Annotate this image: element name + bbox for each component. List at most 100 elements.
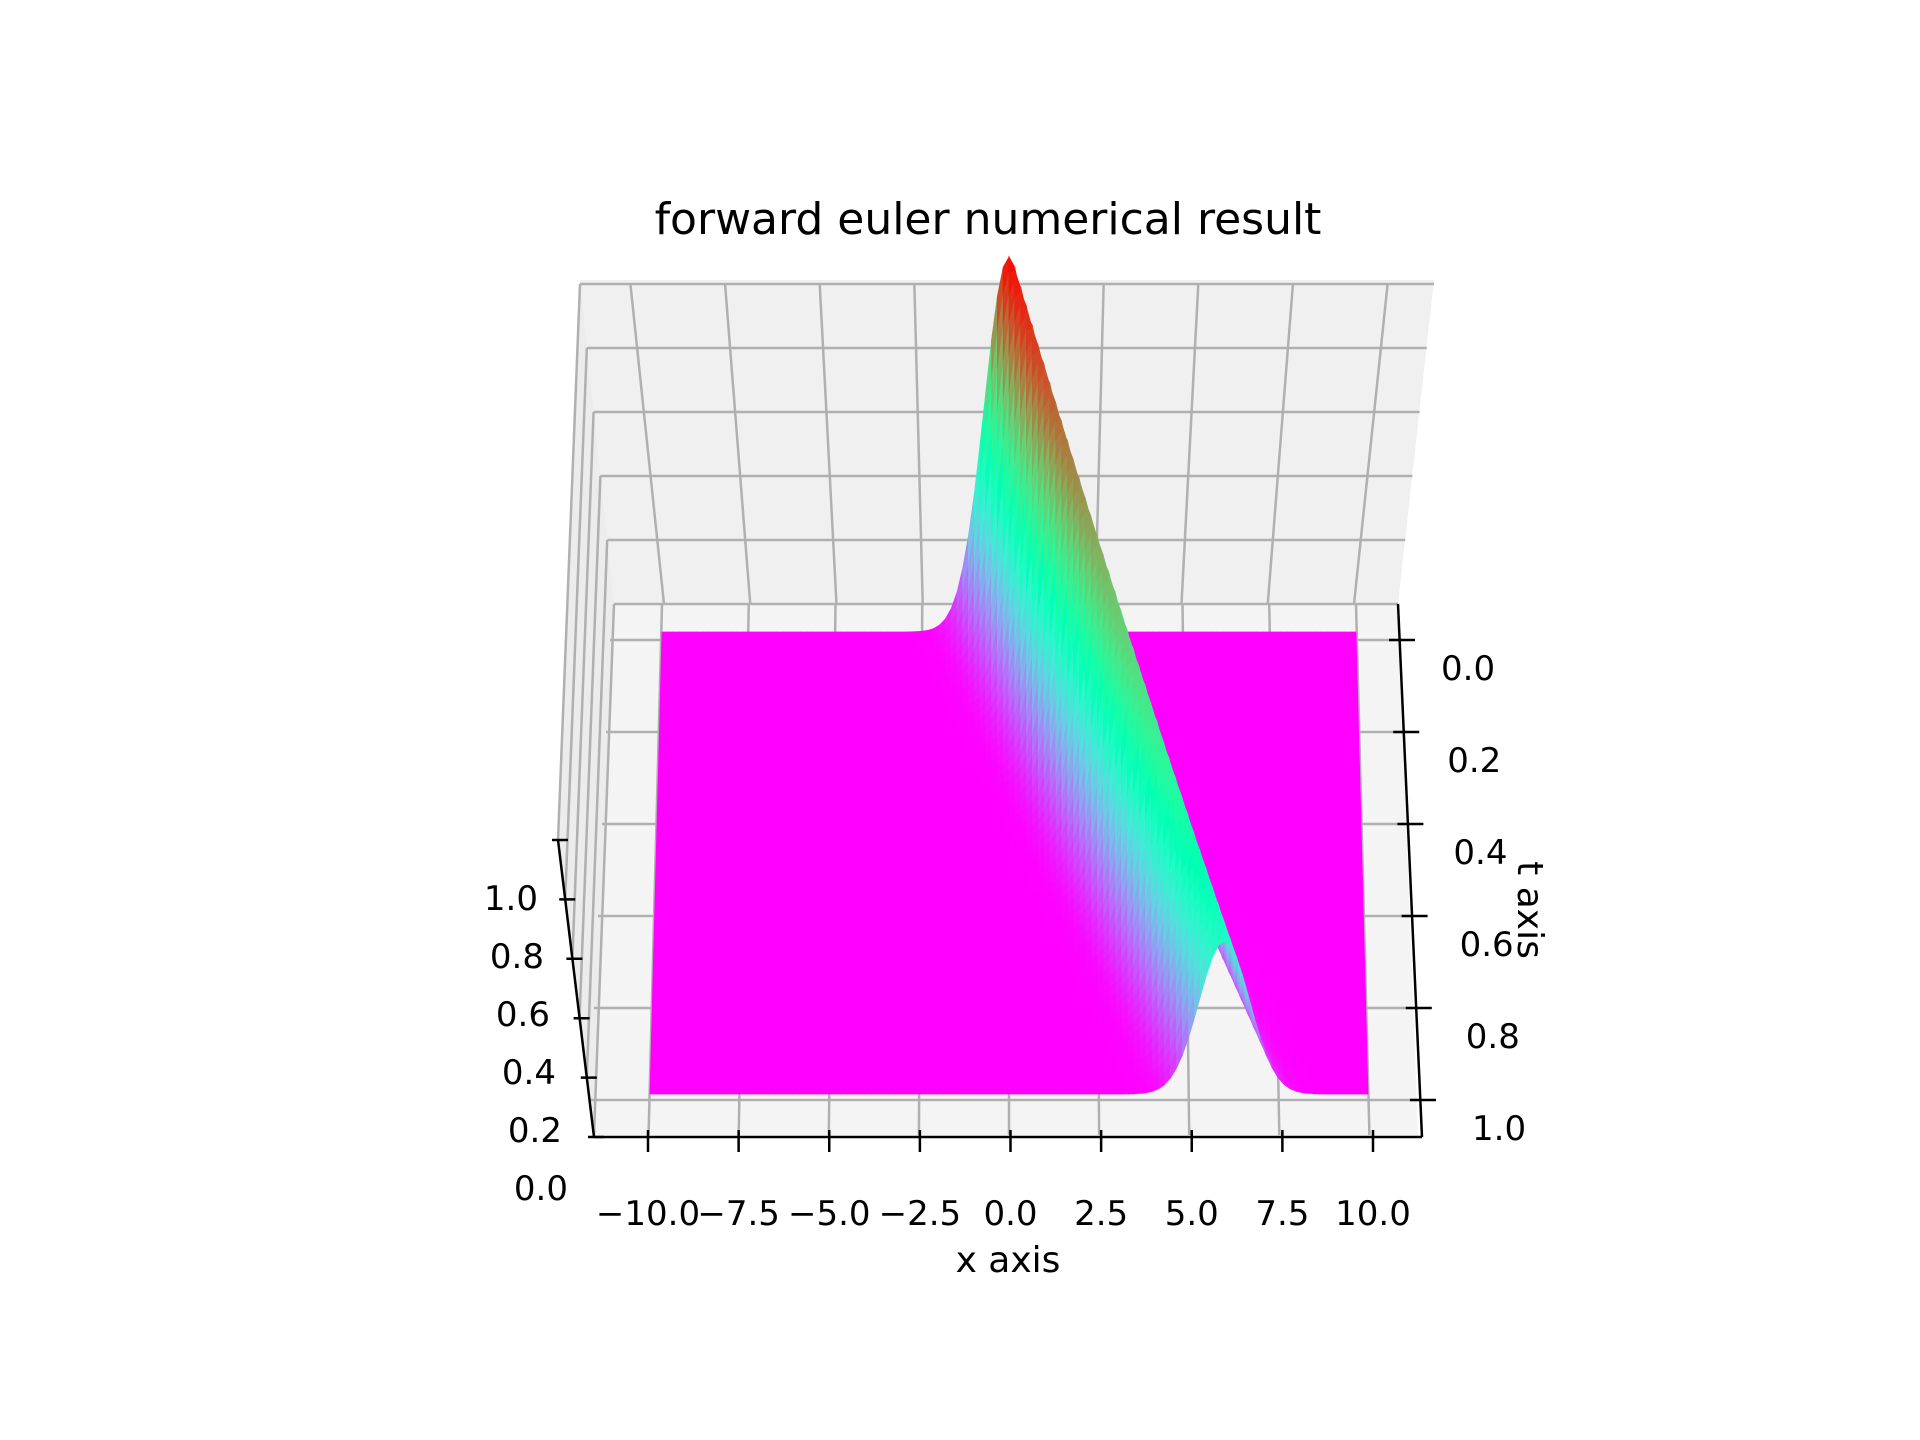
surface-cell [1243,854,1251,864]
surface-cell [901,939,909,949]
surface-cell [915,739,922,748]
surface-cell [1184,785,1191,795]
surface-cell [1296,862,1304,872]
surface-cell [694,708,702,718]
surface-cell [1267,847,1275,856]
surface-cell [712,662,720,671]
surface-cell [1135,647,1143,656]
surface-cell [772,893,780,902]
surface-cell [921,747,928,756]
surface-cell [1280,647,1288,656]
surface-cell [1318,762,1325,771]
surface-cell [1212,731,1220,741]
surface-cell [1214,877,1222,887]
surface-cell [973,893,980,902]
surface-cell [781,685,789,694]
surface-cell [1328,716,1336,725]
surface-cell [996,901,1004,910]
surface-cell [1182,647,1190,656]
surface-cell [967,746,975,756]
surface-cell [896,878,904,887]
surface-cell [879,847,887,856]
surface-cell [1340,731,1348,741]
surface-cell [1194,716,1202,725]
surface-cell [961,705,969,717]
surface-cell [1213,808,1221,818]
surface-cell [1182,654,1190,664]
surface-cell [672,901,680,910]
surface-cell [1304,654,1311,664]
surface-cell [949,939,957,949]
surface-cell [1262,916,1270,925]
surface-cell [803,770,811,779]
surface-cell [1020,893,1028,902]
surface-cell [920,870,928,879]
surface-cell [655,854,663,864]
surface-cell [817,670,824,679]
surface-cell [664,731,672,741]
surface-cell [1037,867,1045,878]
surface-cell [803,801,811,810]
surface-cell [708,854,716,864]
surface-cell [724,916,732,925]
surface-cell [1327,662,1335,671]
surface-cell [1350,647,1358,656]
surface-cell [786,762,794,771]
surface-cell [772,878,780,887]
surface-cell [1323,724,1330,733]
surface-cell [675,762,683,771]
surface-cell [1241,739,1249,748]
surface-cell [802,847,810,856]
surface-cell [734,754,741,764]
surface-cell [878,916,886,925]
surface-cell [892,693,900,702]
surface-cell [660,908,668,918]
surface-cell [1301,816,1309,825]
surface-cell [933,685,940,694]
surface-cell [903,747,911,756]
surface-cell [920,785,928,795]
surface-cell [892,724,899,733]
surface-cell [1327,670,1335,679]
surface-cell [774,754,782,764]
surface-cell [1338,870,1346,879]
surface-cell [1290,847,1298,856]
surface-cell [1189,724,1196,733]
surface-cell [1253,739,1261,748]
surface-cell [678,631,686,641]
surface-cell [675,754,683,764]
surface-cell [765,939,773,949]
surface-cell [1206,700,1214,710]
surface-cell [748,639,755,648]
surface-cell [714,839,722,848]
surface-cell [920,901,927,910]
surface-cell [1304,677,1312,687]
surface-cell [848,947,856,956]
surface-cell [793,700,801,710]
surface-cell [1228,647,1236,656]
grid-side-z-1 [585,539,609,1077]
surface-cell [719,870,727,879]
surface-cell [944,716,952,725]
surface-cell [1339,700,1347,710]
surface-cell [910,646,917,656]
surface-cell [955,824,963,833]
surface-cell [1189,754,1197,764]
surface-cell [756,801,764,810]
surface-cell [908,916,915,925]
surface-cell [826,824,834,833]
surface-cell [666,639,674,648]
surface-cell [773,839,781,848]
surface-cell [1211,685,1219,694]
surface-cell [1304,685,1312,694]
surface-cell [996,815,1004,825]
surface-cell [773,824,781,833]
surface-cell [1334,731,1342,741]
surface-cell [985,885,992,895]
surface-cell [814,862,822,872]
surface-cell [1287,677,1294,687]
surface-cell [695,901,703,910]
surface-cell [1141,654,1149,664]
surface-cell [950,801,957,810]
surface-cell [920,770,928,779]
